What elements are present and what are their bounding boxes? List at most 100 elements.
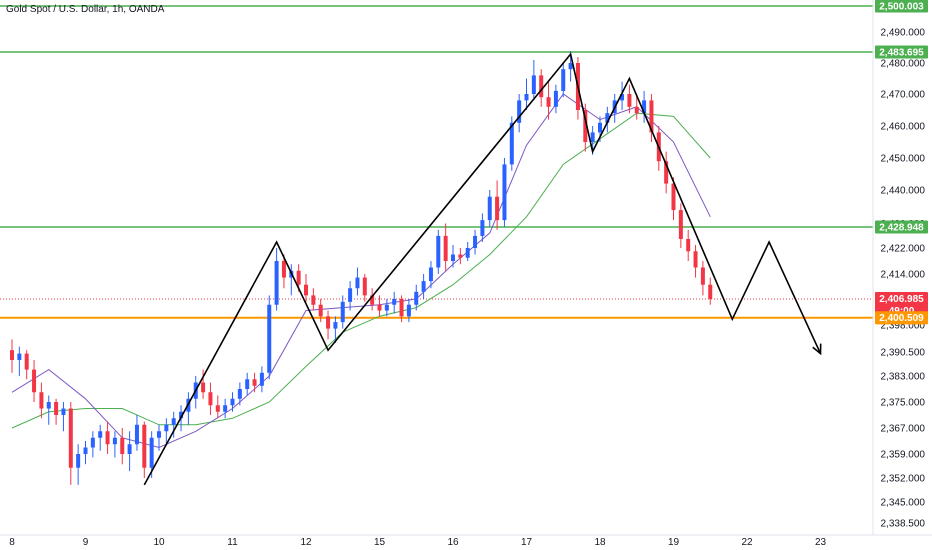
price-tick-label: 2,422.000 bbox=[881, 244, 926, 255]
candle-body bbox=[487, 196, 492, 221]
level-tag-2-bg bbox=[875, 220, 928, 234]
candle bbox=[105, 421, 110, 454]
candle bbox=[546, 81, 551, 120]
candle-body bbox=[252, 379, 257, 386]
time-tick-label: 12 bbox=[300, 537, 312, 548]
candle bbox=[620, 81, 625, 110]
candle-body bbox=[362, 277, 367, 296]
level-tag-2-text: 2,428.948 bbox=[879, 223, 924, 234]
level-tag-2: 2,428.948 bbox=[875, 220, 928, 234]
candle-body bbox=[296, 270, 301, 285]
candle-body bbox=[83, 447, 88, 454]
level-tag-1-bg bbox=[875, 45, 928, 59]
price-tick-label: 2,359.000 bbox=[881, 450, 926, 461]
candle-body bbox=[134, 424, 139, 445]
candle bbox=[157, 424, 161, 451]
candle-body bbox=[406, 304, 411, 317]
candle-body bbox=[274, 261, 279, 305]
candle bbox=[32, 360, 37, 402]
candle-body bbox=[392, 298, 397, 305]
candle-body bbox=[54, 402, 59, 415]
candle bbox=[362, 274, 367, 302]
price-tick-label: 2,338.500 bbox=[881, 519, 926, 530]
candle bbox=[583, 103, 588, 152]
candle-body bbox=[561, 69, 566, 91]
time-tick-label: 10 bbox=[153, 537, 165, 548]
candle bbox=[642, 90, 647, 123]
candle bbox=[10, 339, 14, 373]
moving-averages bbox=[11, 93, 711, 449]
candle-body bbox=[546, 97, 551, 107]
level-tag-orange-top-bg bbox=[875, 311, 928, 325]
candle-body bbox=[436, 235, 441, 268]
price-tick-label: 2,480.000 bbox=[881, 59, 926, 70]
candle bbox=[465, 241, 470, 261]
level-tag-0-text: 2,500.003 bbox=[879, 2, 924, 13]
candle-body bbox=[333, 322, 338, 329]
candle bbox=[517, 94, 522, 133]
candle bbox=[318, 298, 323, 323]
time-tick-label: 8 bbox=[9, 537, 15, 548]
candle bbox=[458, 248, 463, 265]
candle-body bbox=[421, 281, 426, 292]
price-tick-label: 2,440.000 bbox=[881, 186, 926, 197]
candle-body bbox=[267, 304, 272, 373]
candle-body bbox=[149, 437, 154, 468]
time-tick-label: 22 bbox=[741, 537, 753, 548]
candle-body bbox=[61, 408, 66, 415]
candle-body bbox=[451, 254, 455, 261]
price-tick-label: 2,345.000 bbox=[881, 498, 926, 509]
candle-body bbox=[171, 418, 176, 425]
candle bbox=[237, 382, 242, 406]
candle bbox=[54, 398, 59, 425]
price-tick-label: 2,460.000 bbox=[881, 122, 926, 133]
candle bbox=[24, 350, 29, 380]
candle-body bbox=[112, 437, 117, 445]
candle bbox=[377, 295, 382, 317]
candle bbox=[245, 372, 250, 396]
level-tag-orange-top: 2,400.509 bbox=[875, 311, 928, 325]
candle bbox=[473, 229, 478, 255]
candle bbox=[281, 254, 286, 289]
time-tick-label: 23 bbox=[815, 537, 827, 548]
candle bbox=[480, 213, 485, 242]
candle-body bbox=[686, 238, 691, 252]
candle-body bbox=[355, 277, 360, 289]
time-tick-label: 16 bbox=[447, 537, 459, 548]
candle-body bbox=[90, 437, 95, 448]
candle-body bbox=[98, 431, 103, 438]
time-tick-label: 15 bbox=[374, 537, 386, 548]
candle-body bbox=[458, 254, 463, 258]
price-tick-label: 2,352.000 bbox=[881, 474, 926, 485]
current-price-text: 2,406.985 bbox=[879, 294, 924, 305]
candle-body bbox=[399, 298, 404, 317]
candle-body bbox=[414, 291, 419, 305]
candle bbox=[311, 288, 316, 311]
candle bbox=[671, 177, 676, 221]
candle-body bbox=[524, 94, 529, 101]
candle bbox=[561, 63, 566, 98]
candle-body bbox=[348, 288, 353, 302]
time-scale[interactable]: 8 9 10 11 12 15 16 17 18 19 22 23 bbox=[0, 534, 932, 548]
candle bbox=[531, 60, 536, 101]
candle-body bbox=[568, 63, 573, 70]
candle-body bbox=[39, 392, 44, 409]
price-scale[interactable]: 2,490.000 2,480.000 2,470.000 2,460.000 2,45… bbox=[872, 0, 926, 535]
candle-body bbox=[230, 398, 235, 406]
candle bbox=[230, 392, 235, 412]
candle bbox=[627, 84, 632, 114]
candle-body bbox=[245, 379, 250, 389]
candle-body bbox=[598, 122, 602, 133]
candle-body bbox=[157, 431, 161, 438]
candle bbox=[708, 277, 713, 305]
candle bbox=[384, 298, 389, 317]
candle-body bbox=[664, 161, 669, 184]
level-tag-0-bg bbox=[875, 0, 928, 13]
candle bbox=[46, 395, 51, 425]
projection-drawing[interactable] bbox=[143, 52, 822, 486]
candle bbox=[634, 94, 639, 120]
candle bbox=[495, 180, 500, 230]
candle bbox=[164, 418, 169, 445]
